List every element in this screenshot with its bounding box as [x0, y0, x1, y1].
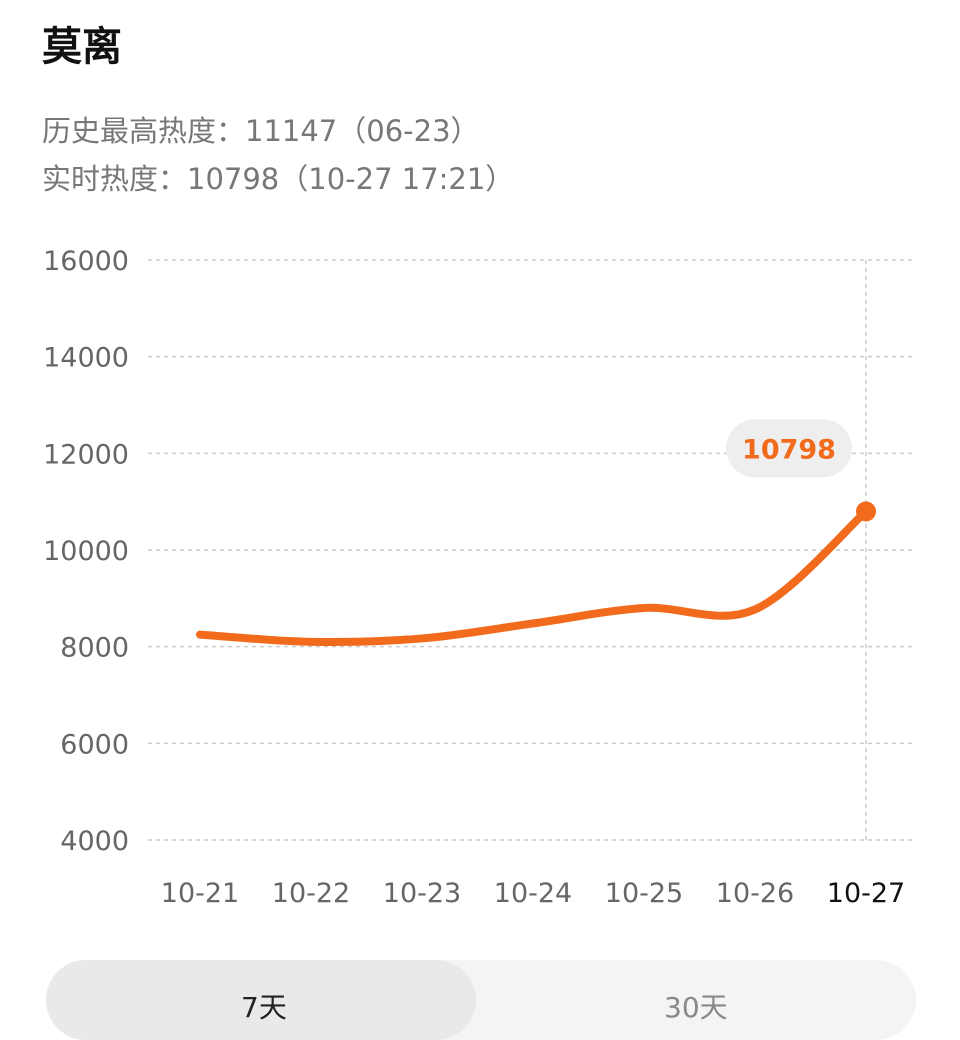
- y-tick-label: 10000: [43, 536, 129, 567]
- y-tick-label: 6000: [60, 729, 129, 760]
- page-title: 莫离: [42, 24, 122, 70]
- y-tick-label: 12000: [43, 439, 129, 470]
- y-tick-label: 14000: [43, 343, 129, 374]
- realtime-heat-text: 实时热度：10798（10-27 17:21）: [42, 162, 515, 196]
- tab-30-days[interactable]: 30天: [664, 991, 728, 1024]
- y-tick-label: 4000: [60, 826, 129, 857]
- tab-7-days[interactable]: 7天: [46, 960, 476, 1040]
- x-tick-label: 10-24: [494, 878, 572, 909]
- x-tick-label: 10-23: [383, 878, 461, 909]
- tab-7-days-label: 7天: [241, 991, 287, 1024]
- x-tick-label: 10-21: [161, 878, 239, 909]
- history-high-text: 历史最高热度：11147（06-23）: [42, 114, 480, 148]
- series-line: [196, 507, 870, 647]
- heat-line-chart: 16000 14000 12000 10000 8000 6000 4000 10-21 10-…: [43, 246, 915, 909]
- x-tick-label: 10-25: [605, 878, 683, 909]
- y-tick-label: 16000: [43, 246, 129, 277]
- x-tick-label: 10-26: [716, 878, 794, 909]
- value-tooltip-label: 10798: [742, 434, 836, 465]
- x-tick-label: 10-22: [272, 878, 350, 909]
- value-tooltip: [726, 419, 852, 478]
- y-tick-label: 8000: [60, 633, 129, 664]
- x-tick-label: 10-27: [827, 878, 905, 909]
- data-point: [856, 501, 876, 522]
- range-toggle: 7天 30天: [46, 960, 916, 1040]
